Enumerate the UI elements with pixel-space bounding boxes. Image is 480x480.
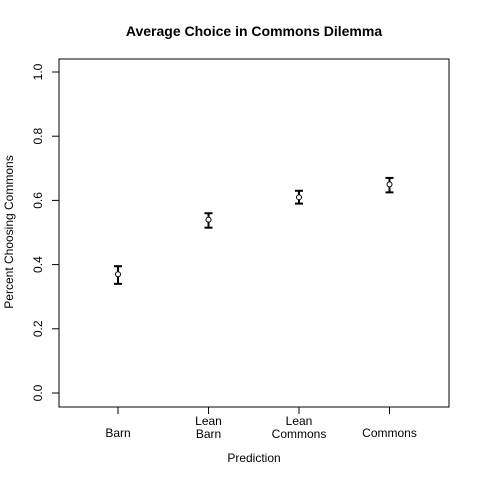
- y-tick-label: 0.6: [31, 192, 45, 209]
- y-tick-label: 0.0: [31, 384, 45, 401]
- y-tick-label: 0.8: [31, 128, 45, 145]
- data-point: [206, 217, 211, 222]
- data-point: [387, 182, 392, 187]
- y-tick-label: 0.2: [31, 320, 45, 337]
- x-tick-label: Commons: [362, 426, 417, 440]
- plot-area-frame: [59, 59, 449, 407]
- x-axis: Barn Lean Barn Lean Commons Commons: [105, 407, 417, 441]
- y-axis: 0.0 0.2 0.4 0.6 0.8 1.0: [31, 63, 59, 401]
- x-tick-label: Lean Barn: [195, 414, 222, 441]
- x-tick-label: Lean Commons: [272, 414, 327, 441]
- x-tick-label: Barn: [105, 426, 130, 440]
- y-tick-label: 0.4: [31, 256, 45, 273]
- data-marks: [114, 178, 394, 284]
- y-tick-label: 1.0: [31, 63, 45, 80]
- y-axis-label: Percent Choosing Commons: [2, 155, 16, 308]
- data-point: [297, 195, 302, 200]
- x-axis-label: Prediction: [227, 451, 280, 465]
- data-point: [116, 272, 121, 277]
- chart-title: Average Choice in Commons Dilemma: [126, 23, 382, 39]
